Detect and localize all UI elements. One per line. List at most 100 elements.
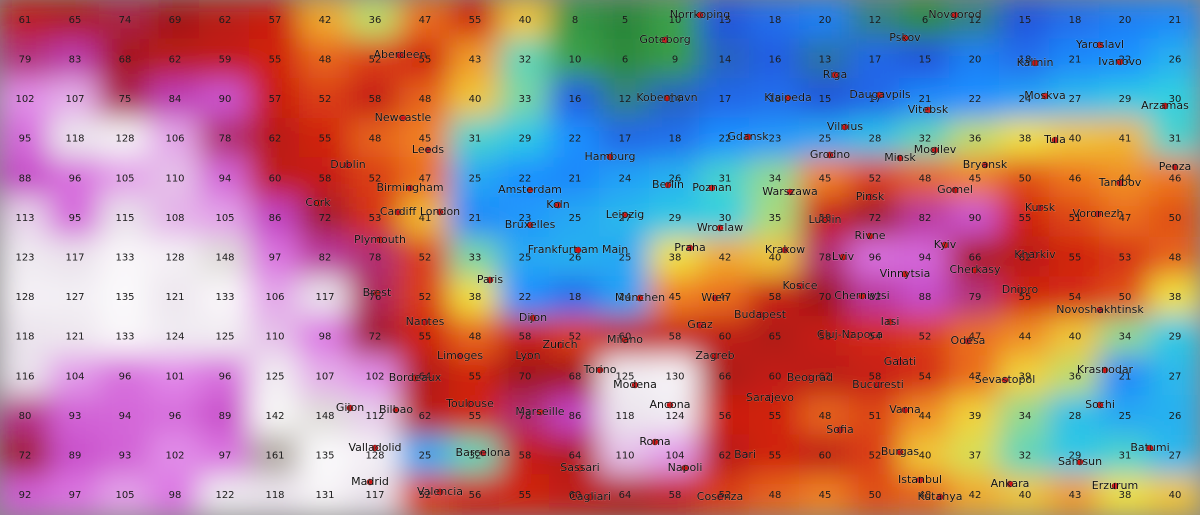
grid-value: 88 (919, 292, 932, 303)
city-label: Kobenhavn (636, 91, 697, 104)
field-cell (149, 474, 201, 515)
city-dot (916, 476, 924, 484)
grid-value: 38 (1019, 134, 1032, 145)
grid-value: 43 (469, 54, 482, 65)
field-cell (49, 474, 101, 515)
grid-value: 55 (269, 54, 282, 65)
city-dot (524, 352, 532, 360)
grid-value: 27 (1069, 94, 1082, 105)
grid-value: 94 (119, 411, 132, 422)
city-dot (664, 181, 672, 189)
grid-value: 50 (1119, 292, 1132, 303)
city-label: Minsk (884, 151, 916, 164)
field-cell (249, 474, 301, 515)
city-label: Paris (477, 273, 503, 286)
city-dot (941, 241, 949, 249)
grid-value: 122 (215, 490, 234, 501)
grid-value: 76 (369, 292, 382, 303)
city-dot (406, 184, 414, 192)
grid-value: 58 (369, 94, 382, 105)
field-cell (549, 117, 601, 160)
grid-value: 48 (819, 411, 832, 422)
field-cell (0, 315, 51, 358)
city-dot (436, 208, 444, 216)
grid-value: 40 (1169, 490, 1182, 501)
field-cell (199, 0, 251, 41)
field-cell (999, 276, 1051, 318)
field-cell (499, 117, 551, 160)
city-dot (806, 374, 814, 382)
city-dot (1031, 251, 1039, 259)
field-cell (399, 276, 451, 318)
city-label: Penza (1159, 160, 1192, 173)
grid-value: 124 (665, 411, 684, 422)
grid-value: 55 (469, 15, 482, 26)
field-cell (1149, 38, 1200, 81)
city-label: Roma (639, 435, 670, 448)
field-cell (49, 157, 101, 200)
grid-value: 58 (669, 332, 682, 343)
field-cell (49, 315, 101, 358)
field-cell (349, 474, 401, 515)
field-cell (749, 0, 801, 41)
field-cell (999, 355, 1051, 398)
field-cell (799, 0, 851, 41)
grid-value: 31 (719, 173, 732, 184)
grid-value: 14 (719, 54, 732, 65)
grid-value: 82 (319, 253, 332, 264)
grid-value: 104 (65, 371, 84, 382)
city-dot (371, 444, 379, 452)
grid-value: 29 (1069, 451, 1082, 462)
grid-value: 43 (1069, 490, 1082, 501)
city-label: Krasnodar (1077, 363, 1134, 376)
city-dot (366, 478, 374, 486)
field-cell (799, 474, 851, 515)
field-cell (449, 315, 501, 358)
field-cell (1099, 38, 1151, 81)
city-dot (396, 51, 404, 59)
field-cell (949, 0, 1001, 41)
field-cell (899, 434, 951, 477)
field-cell (149, 276, 201, 318)
field-cell (999, 236, 1051, 279)
city-dot (841, 123, 849, 131)
grid-value: 40 (469, 94, 482, 105)
city-dot (686, 244, 694, 252)
field-cell (849, 355, 901, 398)
field-cell (1049, 434, 1101, 477)
grid-value: 105 (115, 173, 134, 184)
grid-value: 125 (215, 332, 234, 343)
city-dot (456, 352, 464, 360)
grid-value: 22 (519, 292, 532, 303)
field-cell (1049, 474, 1101, 515)
city-dot (314, 199, 322, 207)
city-dot (896, 154, 904, 162)
grid-value: 65 (69, 15, 82, 26)
field-cell (499, 236, 551, 279)
grid-value: 40 (519, 15, 532, 26)
grid-value: 96 (169, 411, 182, 422)
field-cell (649, 157, 701, 200)
field-cell (399, 157, 451, 200)
grid-value: 108 (165, 213, 184, 224)
field-cell (749, 434, 801, 477)
grid-value: 107 (315, 371, 334, 382)
city-dot (744, 133, 752, 141)
field-cell (549, 434, 601, 477)
city-dot (1006, 480, 1014, 488)
city-dot (951, 11, 959, 19)
grid-value: 117 (315, 292, 334, 303)
grid-value: 115 (115, 213, 134, 224)
grid-value: 89 (69, 451, 82, 462)
field-cell (749, 315, 801, 358)
grid-value: 133 (215, 292, 234, 303)
field-cell (1049, 395, 1101, 437)
field-cell (449, 78, 501, 120)
city-dot (846, 331, 854, 339)
field-cell (1149, 474, 1200, 515)
field-cell (649, 395, 701, 437)
city-label: Ancona (650, 398, 691, 411)
field-cell (299, 117, 351, 160)
city-label: Kharkiv (1014, 248, 1056, 261)
